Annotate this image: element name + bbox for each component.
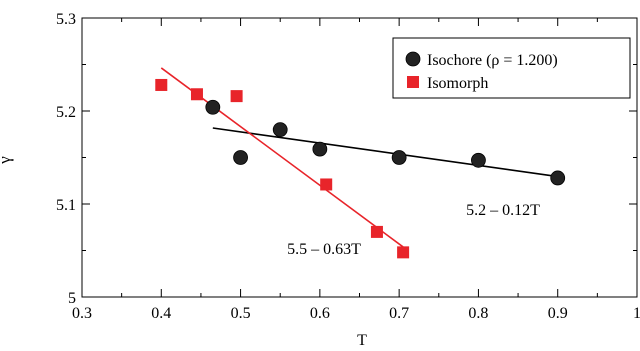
- fit-label-isochore: 5.2 – 0.12T: [466, 202, 540, 219]
- axis-tick-labels: 0.3 0.4 0.5 0.6 0.7 0.8 0.9 1 5 5.1 5.2 5.3: [56, 11, 640, 322]
- x-tick-label: 0.8: [468, 305, 488, 322]
- x-tick-label: 0.5: [231, 305, 251, 322]
- data-point-isochore: [272, 122, 288, 138]
- data-point-isomorph: [320, 178, 333, 191]
- x-tick-label: 0.3: [72, 305, 92, 322]
- data-point-isochore: [312, 141, 328, 157]
- data-point-isomorph: [397, 246, 410, 259]
- x-axis-label: T: [357, 332, 367, 349]
- legend-label-isomorph: Isomorph: [427, 75, 488, 92]
- y-axis-label: γ: [0, 156, 14, 165]
- fit-label-isomorph: 5.5 – 0.63T: [287, 241, 361, 258]
- data-point-isochore: [391, 150, 407, 165]
- legend-marker-isomorph: [407, 76, 419, 88]
- fit-line-isochore: [212, 127, 558, 178]
- data-point-isochore: [205, 99, 221, 115]
- data-point-isomorph: [230, 90, 243, 103]
- x-tick-label: 0.6: [310, 305, 330, 322]
- legend: Isochore (ρ = 1.200) Isomorph: [392, 37, 631, 99]
- data-point-isochore: [471, 152, 486, 168]
- x-tick-label: 0.4: [151, 305, 171, 322]
- data-points: [155, 78, 566, 259]
- y-tick-label: 5.2: [56, 104, 76, 121]
- x-tick-label: 0.7: [389, 305, 409, 322]
- x-tick-label: 0.9: [548, 305, 568, 322]
- x-tick-label: 1: [633, 305, 640, 322]
- data-point-isochore: [233, 150, 248, 165]
- data-point-isochore: [550, 170, 566, 186]
- y-tick-label: 5: [68, 290, 76, 307]
- legend-box: [392, 37, 631, 99]
- data-point-isomorph: [190, 88, 203, 101]
- axis-ticks: [81, 17, 638, 298]
- y-tick-label: 5.3: [56, 11, 76, 28]
- legend-marker-isochore: [405, 51, 421, 67]
- data-point-isomorph: [155, 78, 168, 91]
- data-point-isomorph: [370, 225, 383, 238]
- y-tick-label: 5.1: [56, 197, 76, 214]
- legend-label-isochore: Isochore (ρ = 1.200): [427, 52, 558, 69]
